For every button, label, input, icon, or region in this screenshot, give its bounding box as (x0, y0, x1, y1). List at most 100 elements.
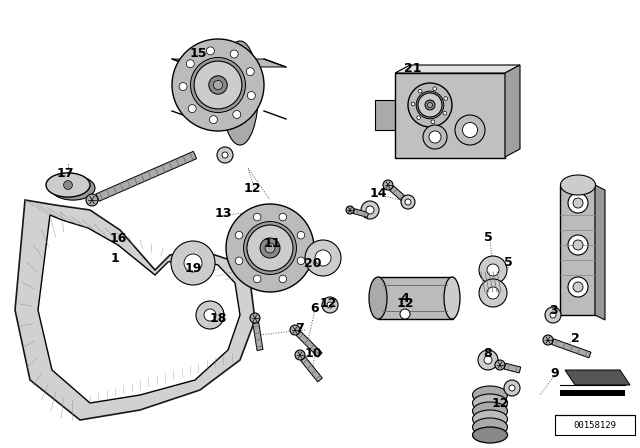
Polygon shape (560, 185, 595, 315)
Circle shape (204, 309, 216, 321)
Circle shape (209, 76, 227, 94)
Circle shape (213, 80, 223, 90)
Text: 17: 17 (56, 167, 74, 180)
Polygon shape (505, 65, 520, 157)
Circle shape (297, 232, 305, 239)
Circle shape (244, 222, 296, 275)
Text: 20: 20 (304, 257, 322, 270)
Ellipse shape (444, 277, 460, 319)
Circle shape (431, 120, 435, 124)
Circle shape (455, 115, 485, 145)
Circle shape (568, 193, 588, 213)
Text: 9: 9 (550, 366, 559, 379)
Text: 6: 6 (310, 302, 319, 314)
Circle shape (253, 275, 261, 283)
Polygon shape (38, 215, 240, 403)
Circle shape (487, 287, 499, 299)
Circle shape (207, 47, 214, 55)
Circle shape (322, 297, 338, 313)
Circle shape (400, 309, 410, 319)
Circle shape (423, 125, 447, 149)
Circle shape (550, 312, 556, 318)
Circle shape (412, 102, 415, 106)
Ellipse shape (51, 176, 95, 200)
Circle shape (479, 279, 507, 307)
Circle shape (433, 87, 436, 90)
Circle shape (429, 131, 441, 143)
Text: 11: 11 (263, 237, 281, 250)
Circle shape (504, 380, 520, 396)
Circle shape (361, 201, 379, 219)
Polygon shape (565, 370, 630, 385)
Circle shape (248, 91, 255, 99)
Circle shape (246, 68, 254, 76)
Circle shape (315, 250, 331, 266)
Circle shape (568, 277, 588, 297)
Bar (555, 415, 635, 435)
Circle shape (196, 301, 224, 329)
Ellipse shape (46, 173, 90, 197)
Circle shape (186, 60, 194, 68)
Polygon shape (296, 332, 322, 357)
Circle shape (279, 213, 287, 221)
Circle shape (171, 241, 215, 285)
Ellipse shape (472, 386, 508, 404)
Polygon shape (504, 363, 521, 373)
Text: 2: 2 (571, 332, 579, 345)
Polygon shape (395, 65, 520, 73)
Text: 8: 8 (484, 346, 492, 359)
Text: 10: 10 (304, 346, 322, 359)
Circle shape (191, 57, 246, 112)
Circle shape (233, 111, 241, 118)
Bar (375, 100, 397, 130)
Text: 16: 16 (109, 232, 127, 245)
Ellipse shape (369, 277, 387, 319)
Text: 15: 15 (189, 47, 207, 60)
Circle shape (250, 313, 260, 323)
Circle shape (305, 240, 341, 276)
Polygon shape (96, 151, 196, 201)
Circle shape (346, 206, 354, 214)
Circle shape (297, 257, 305, 265)
Polygon shape (390, 186, 407, 202)
Ellipse shape (561, 175, 595, 195)
Circle shape (417, 116, 420, 120)
Polygon shape (15, 200, 255, 420)
Ellipse shape (472, 427, 508, 443)
Circle shape (487, 264, 499, 276)
Text: 12: 12 (243, 181, 260, 194)
Polygon shape (353, 209, 369, 217)
Text: 7: 7 (296, 322, 305, 335)
Text: 5: 5 (484, 231, 492, 244)
Text: 12: 12 (492, 396, 509, 409)
Circle shape (366, 206, 374, 214)
Circle shape (184, 254, 202, 272)
Circle shape (416, 91, 444, 119)
Polygon shape (552, 339, 591, 358)
Circle shape (568, 235, 588, 255)
Circle shape (230, 50, 238, 58)
Circle shape (444, 97, 447, 100)
Circle shape (408, 83, 452, 127)
Polygon shape (301, 357, 323, 382)
Circle shape (265, 243, 275, 253)
Circle shape (260, 238, 280, 258)
Ellipse shape (472, 394, 508, 412)
Polygon shape (253, 323, 263, 350)
Circle shape (188, 105, 196, 112)
Circle shape (479, 256, 507, 284)
Text: 21: 21 (404, 61, 422, 74)
Ellipse shape (472, 410, 508, 428)
Circle shape (543, 335, 553, 345)
Circle shape (418, 93, 442, 117)
Circle shape (419, 89, 422, 93)
Circle shape (573, 282, 583, 292)
Text: 14: 14 (369, 186, 387, 199)
Polygon shape (172, 59, 286, 67)
Circle shape (545, 307, 561, 323)
Circle shape (484, 356, 492, 364)
Ellipse shape (472, 418, 508, 436)
Circle shape (405, 199, 411, 205)
Circle shape (179, 82, 187, 90)
Circle shape (247, 225, 293, 271)
